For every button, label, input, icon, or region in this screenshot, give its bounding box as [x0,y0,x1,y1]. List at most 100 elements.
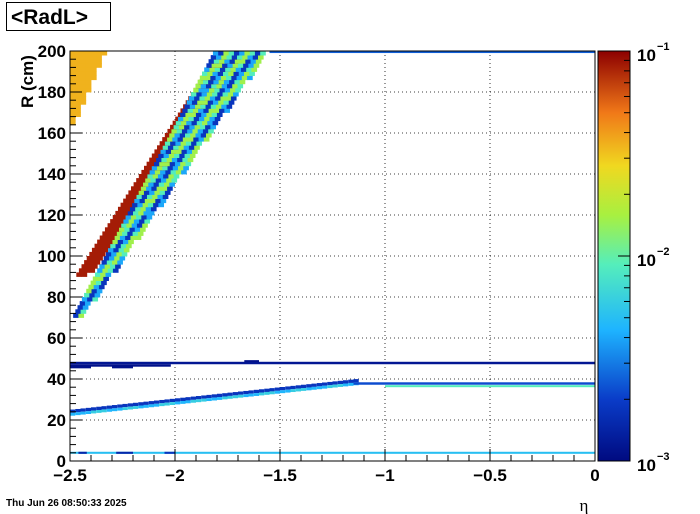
heatmap-cell [306,384,312,388]
heatmap-cell [255,59,262,64]
heatmap-cell [85,71,92,76]
heatmap-cell [169,161,176,167]
heatmap-cell [80,100,87,105]
heatmap-cell [88,284,95,290]
heatmap-cell [205,133,212,138]
heatmap-cell [196,92,202,97]
heatmap-cell [184,133,191,138]
heatmap-cell [179,133,186,138]
heatmap-cell [91,71,97,76]
heatmap-cell [140,227,146,232]
heatmap-cell [186,100,193,105]
heatmap-cell [85,83,92,89]
heatmap-cell [128,190,135,195]
heatmap-cell [204,116,210,122]
heatmap-cell [136,178,142,183]
heatmap-cell [181,169,187,175]
heatmap-cells [70,51,595,454]
heatmap-cell [115,210,122,216]
heatmap-cell [159,190,166,195]
heatmap-cell [167,186,173,191]
heatmap-cell [154,169,161,175]
heatmap-cell [75,59,81,64]
heatmap-cell [206,92,213,97]
heatmap-cell [128,219,135,224]
heatmap-cell [189,153,196,158]
heatmap-cell [225,96,232,101]
heatmap-cell [182,108,188,113]
heatmap-cell [189,124,196,130]
heatmap-cell [151,165,158,171]
heatmap-cell [175,120,182,126]
heatmap-cell [285,386,291,390]
heatmap-cell [190,112,197,117]
heatmap-cell [226,55,233,60]
heatmap-cell [132,231,139,236]
heatmap-cell [163,153,170,158]
heatmap-cell [136,215,142,220]
heatmap-cell [123,247,130,253]
heatmap-cell [253,393,259,396]
heatmap-cell [202,128,209,134]
heatmap-cell [311,386,317,390]
heatmap-cell [102,231,108,236]
heatmap-cell [253,63,260,68]
heatmap-cell [70,63,76,68]
heatmap-cell [105,243,111,249]
heatmap-cell [185,161,192,167]
heatmap-cell [179,153,185,158]
heatmap-cell [188,116,195,122]
heatmap-cell [191,100,198,105]
heatmap-cell [81,272,88,277]
heatmap-cell [96,55,102,60]
heatmap-cell [138,182,145,187]
y-tick-label: 120 [38,206,66,225]
y-tick-label: 140 [38,165,66,184]
heatmap-cell [91,67,97,72]
heatmap-cell [197,100,203,105]
heatmap-cell [91,410,97,414]
heatmap-cell [146,186,152,191]
heatmap-cell [247,75,253,81]
heatmap-cell [118,215,124,220]
heatmap-cell [123,198,129,204]
heatmap-cell [285,389,291,393]
heatmap-cell [223,79,230,85]
heatmap-cell [111,251,117,257]
heatmap-cell [134,227,141,232]
heatmap-cell [198,116,205,122]
heatmap-cell [232,395,238,399]
heatmap-cell [134,198,140,204]
heatmap-cell [80,59,87,64]
heatmap-cell [125,235,131,240]
heatmap-cell [187,128,193,134]
heatmap-cell [269,51,595,54]
heatmap-cell [211,394,217,398]
heatmap-cell [115,227,122,232]
heatmap-cell [159,403,165,407]
heatmap-cell [191,120,198,126]
heatmap-cell [148,404,154,408]
heatmap-cell [138,402,144,406]
heatmap-cell [160,149,167,154]
heatmap-cell [223,51,230,56]
heatmap-cell [148,210,155,216]
x-axis-label: η [580,496,589,514]
heatmap-cell [70,83,76,89]
heatmap-cell [140,206,147,212]
heatmap-cell [118,247,125,253]
heatmap-cell [244,360,259,363]
heatmap-cell [220,96,227,101]
y-tick-label: 200 [38,42,66,61]
heatmap-cell [337,384,343,387]
heatmap-cell [162,165,168,171]
heatmap-cell [112,239,119,245]
heatmap-cell [164,399,170,403]
heatmap-cell [290,385,296,390]
heatmap-cell [122,239,129,245]
heatmap-cell [240,59,246,64]
heatmap-cell [149,190,155,195]
heatmap-cell [178,145,185,150]
heatmap-cell [159,399,165,404]
heatmap-cell [164,141,171,146]
